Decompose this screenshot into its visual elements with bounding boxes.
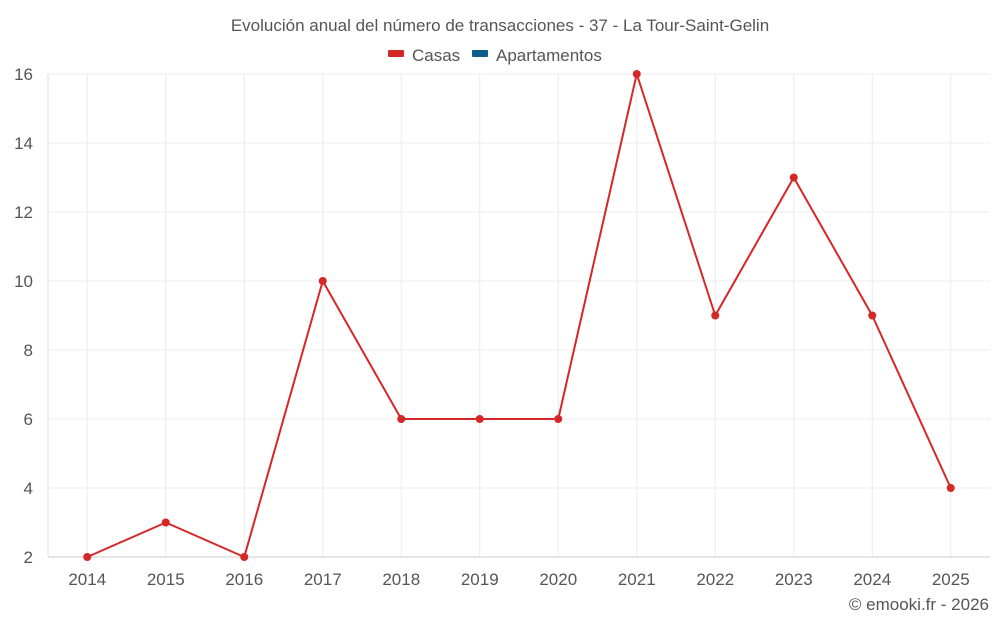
data-point-casas-2024 bbox=[868, 311, 877, 320]
data-point-casas-2023 bbox=[789, 173, 798, 182]
legend-item-apartamentos[interactable]: Apartamentos bbox=[472, 46, 602, 65]
data-point-casas-2020 bbox=[554, 415, 563, 423]
x-tick-label-2021: 2021 bbox=[618, 570, 656, 589]
data-point-casas-2016 bbox=[240, 553, 249, 561]
y-tick-label-12: 12 bbox=[14, 203, 33, 222]
y-tick-label-4: 4 bbox=[24, 479, 33, 498]
legend: Casas Apartamentos bbox=[388, 46, 602, 65]
x-tick-label-2014: 2014 bbox=[68, 570, 106, 589]
x-tick-label-2015: 2015 bbox=[147, 570, 185, 589]
legend-label-casas: Casas bbox=[412, 46, 460, 65]
y-tick-label-8: 8 bbox=[24, 341, 33, 360]
data-point-casas-2017 bbox=[318, 277, 327, 285]
y-tick-label-2: 2 bbox=[24, 548, 33, 567]
series-layer bbox=[83, 70, 955, 561]
legend-swatch-apartamentos bbox=[472, 50, 488, 57]
x-tick-label-2023: 2023 bbox=[775, 570, 813, 589]
legend-item-casas[interactable]: Casas bbox=[388, 46, 460, 65]
data-point-casas-2021 bbox=[632, 70, 641, 78]
y-tick-label-10: 10 bbox=[14, 272, 33, 291]
data-point-casas-2014 bbox=[83, 553, 92, 561]
legend-label-apartamentos: Apartamentos bbox=[496, 46, 602, 65]
grid bbox=[48, 73, 990, 558]
y-tick-label-14: 14 bbox=[14, 134, 33, 153]
data-point-casas-2022 bbox=[711, 311, 720, 320]
x-tick-label-2020: 2020 bbox=[539, 570, 577, 589]
axes: 2 4 6 8 10 12 14 16 2014 2015 2016 2017 2018 2019 2020… bbox=[14, 65, 990, 589]
data-point-casas-2018 bbox=[397, 415, 406, 423]
x-tick-label-2025: 2025 bbox=[932, 570, 970, 589]
y-tick-label-16: 16 bbox=[14, 65, 33, 84]
legend-swatch-casas bbox=[388, 50, 404, 57]
x-tick-label-2018: 2018 bbox=[382, 570, 420, 589]
data-point-casas-2015 bbox=[161, 518, 170, 527]
x-tick-label-2022: 2022 bbox=[696, 570, 734, 589]
chart-title: Evolución anual del número de transaccio… bbox=[231, 16, 769, 35]
x-tick-label-2024: 2024 bbox=[853, 570, 891, 589]
data-point-casas-2025 bbox=[946, 484, 955, 492]
y-tick-label-6: 6 bbox=[24, 410, 33, 429]
series-line-casas bbox=[86, 73, 952, 558]
data-point-casas-2019 bbox=[475, 415, 484, 423]
x-tick-label-2016: 2016 bbox=[225, 570, 263, 589]
credit-text: © emooki.fr - 2026 bbox=[849, 595, 989, 614]
x-tick-label-2017: 2017 bbox=[304, 570, 342, 589]
x-tick-label-2019: 2019 bbox=[461, 570, 499, 589]
